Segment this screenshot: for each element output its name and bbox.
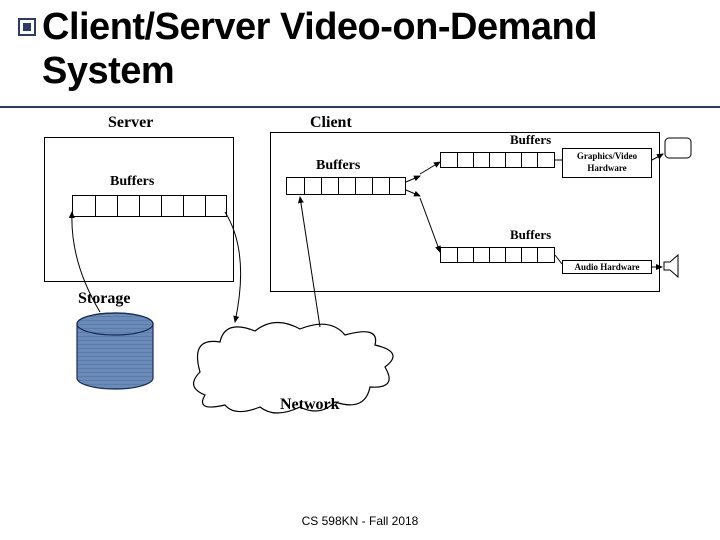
title-underline — [0, 106, 720, 108]
diagram-area: Server Client Storage Network Buffers Bu… — [0, 112, 720, 512]
title-bullet-icon — [18, 18, 36, 36]
arrows — [0, 112, 720, 512]
slide-title: Client/Server Video-on-Demand System — [42, 6, 720, 93]
footer-text: CS 598KN - Fall 2018 — [0, 514, 720, 528]
